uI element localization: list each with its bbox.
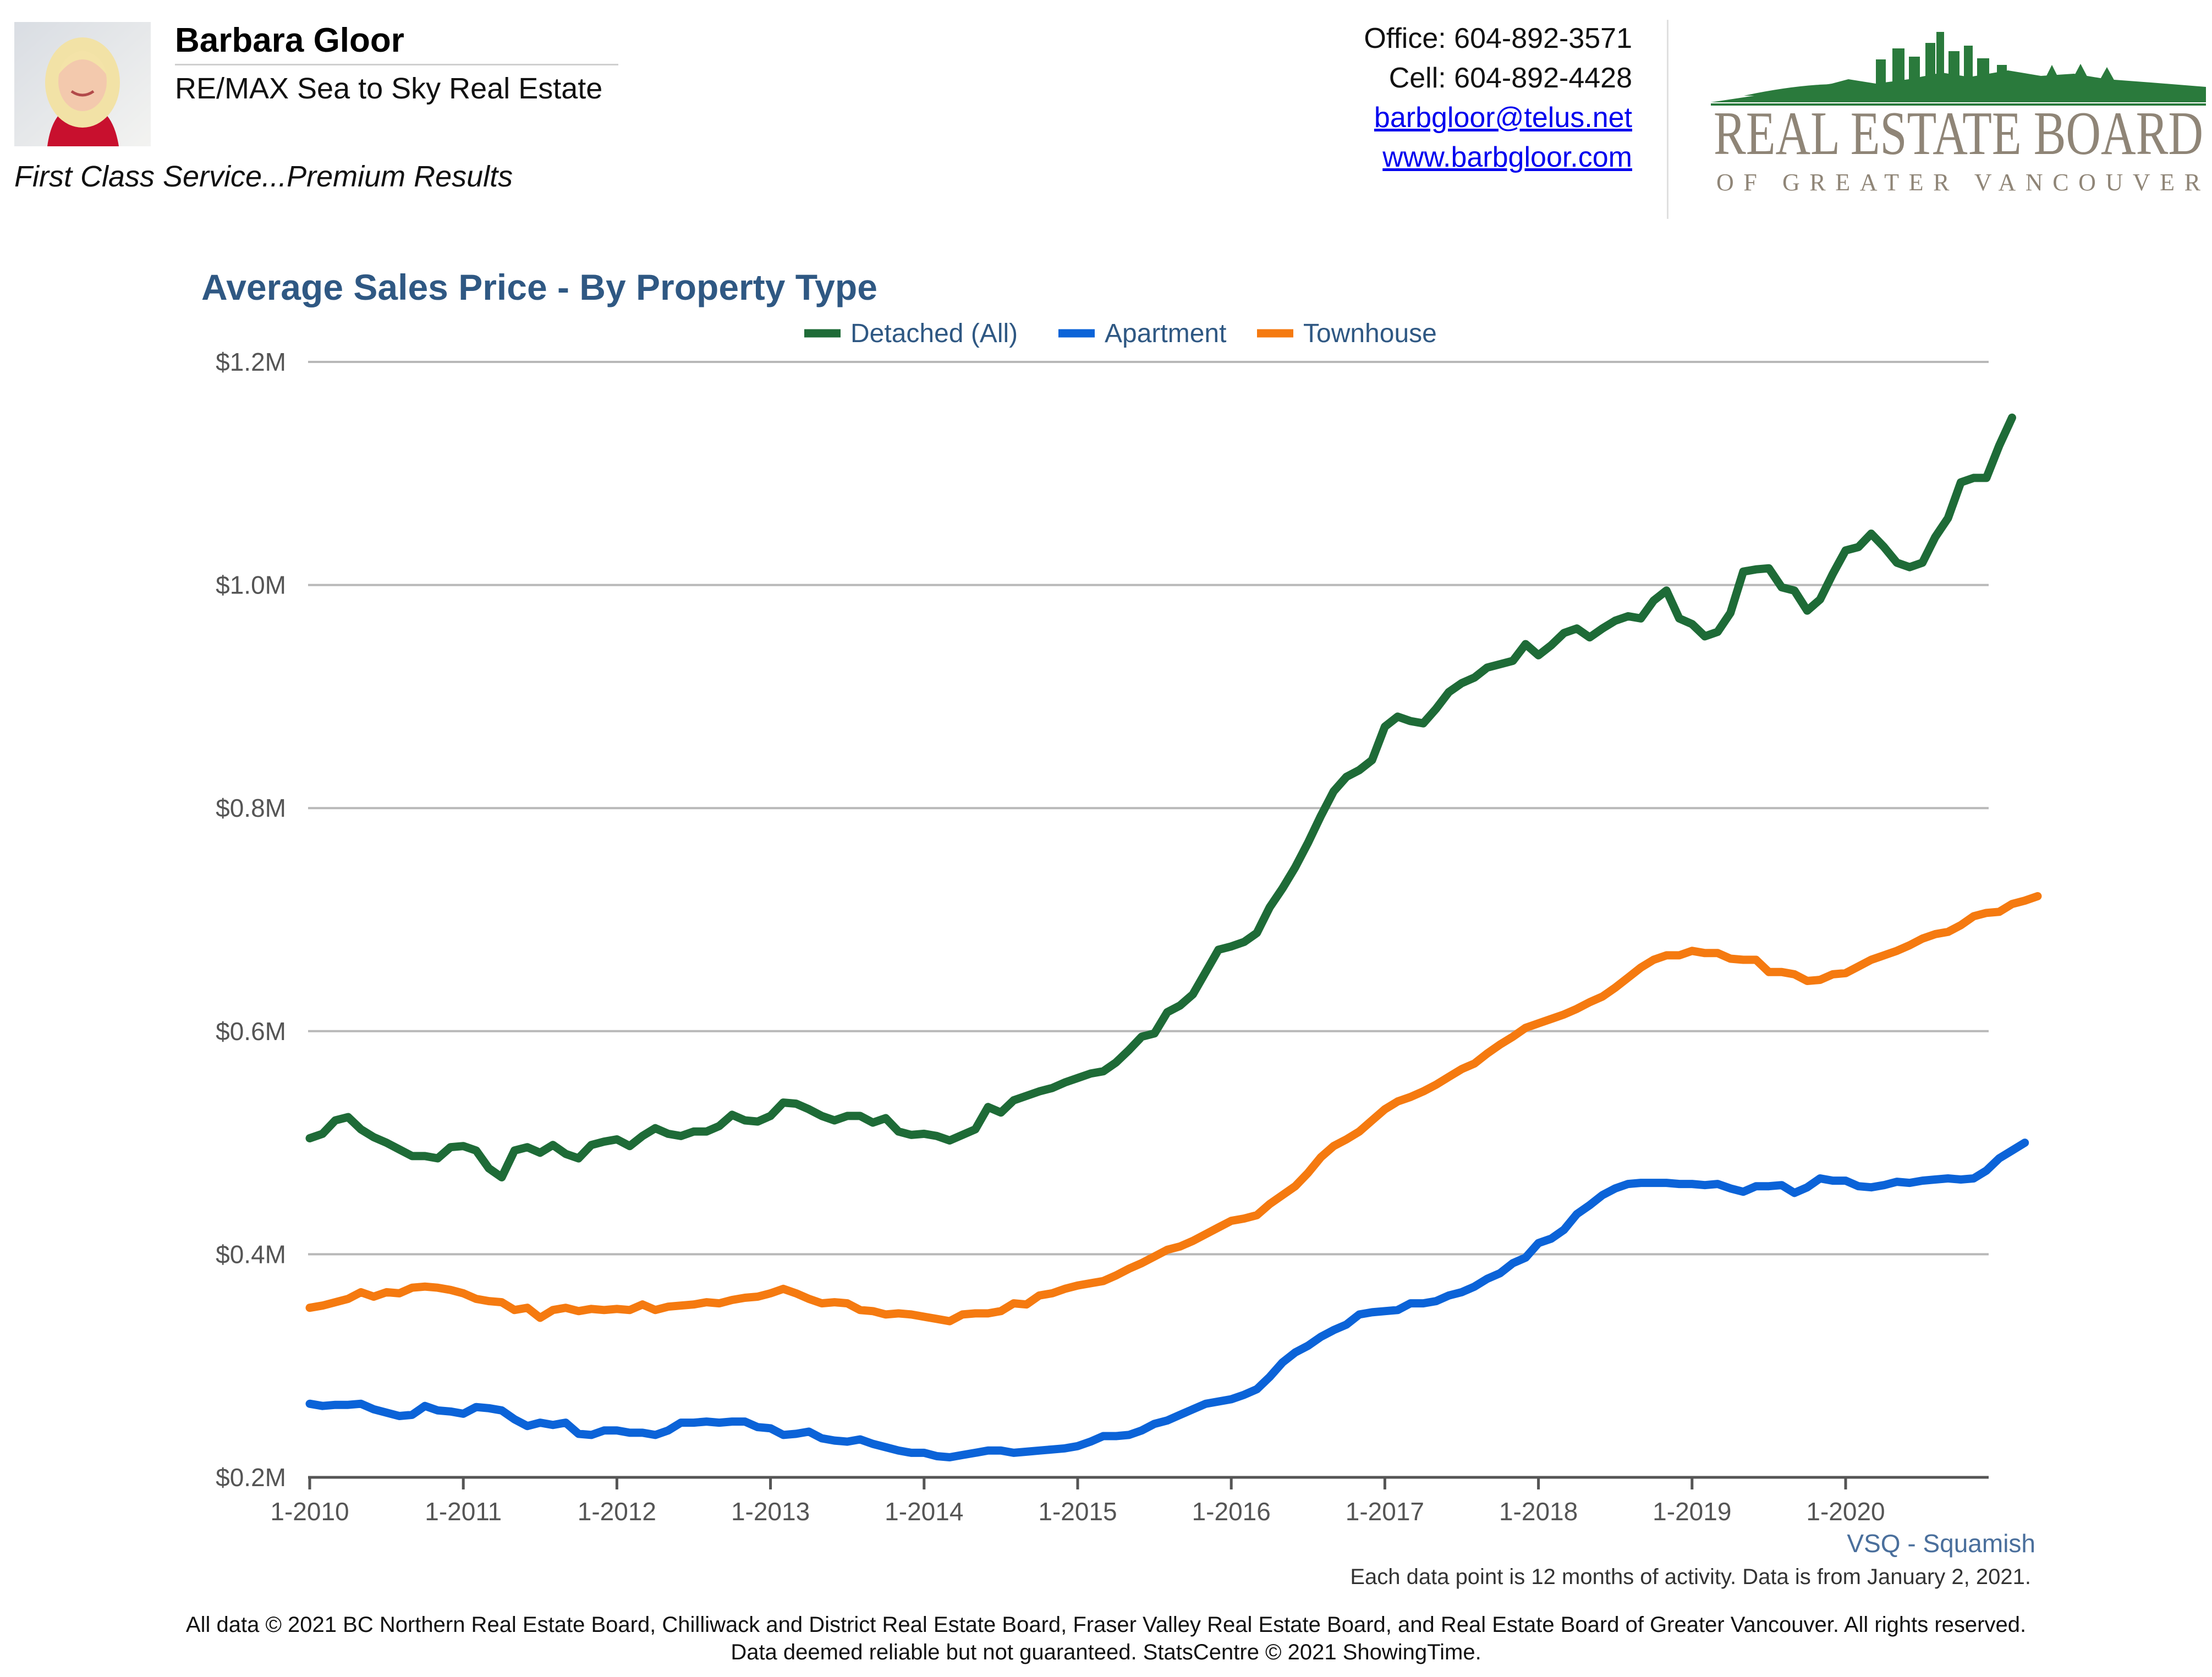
y-tick-label: $0.4M bbox=[216, 1240, 286, 1268]
series-line-apartment bbox=[305, 1139, 2029, 1461]
website-link[interactable]: www.barbgloor.com bbox=[1382, 141, 1632, 173]
y-tick-label: $0.6M bbox=[216, 1017, 286, 1046]
email-link[interactable]: barbgloor@telus.net bbox=[1374, 102, 1632, 134]
header-divider bbox=[1667, 20, 1668, 219]
x-tick-label: 1-2017 bbox=[1346, 1497, 1424, 1526]
x-tick-label: 1-2012 bbox=[578, 1497, 656, 1526]
series-line-townhouse bbox=[305, 892, 2042, 1326]
agent-name: Barbara Gloor bbox=[175, 21, 404, 59]
x-tick-label: 1-2019 bbox=[1653, 1497, 1731, 1526]
x-tick-label: 1-2013 bbox=[731, 1497, 810, 1526]
logo-sub-text: OF GREATER VANCOUVER bbox=[1716, 169, 2201, 196]
y-tick-label: $1.0M bbox=[216, 571, 286, 600]
logo-main-text: REAL ESTATE BOARD bbox=[1714, 100, 2203, 168]
x-tick-label: 1-2016 bbox=[1192, 1497, 1271, 1526]
data-note: Each data point is 12 months of activity… bbox=[1350, 1565, 2031, 1589]
x-tick-label: 1-2014 bbox=[885, 1497, 963, 1526]
legend-label: Apartment bbox=[1105, 319, 1226, 348]
x-tick-label: 1-2020 bbox=[1806, 1497, 1885, 1526]
series-line-detached-all bbox=[305, 413, 2016, 1181]
copyright-text: All data © 2021 BC Northern Real Estate … bbox=[185, 1613, 2027, 1637]
y-tick-label: $1.2M bbox=[216, 348, 286, 376]
x-tick-label: 1-2011 bbox=[425, 1497, 502, 1526]
x-tick-label: 1-2010 bbox=[270, 1497, 349, 1526]
agent-tagline: First Class Service...Premium Results bbox=[14, 160, 513, 193]
agent-photo bbox=[14, 22, 151, 146]
y-tick-label: $0.8M bbox=[216, 794, 286, 822]
x-tick-label: 1-2015 bbox=[1038, 1497, 1117, 1526]
x-tick-label: 1-2018 bbox=[1499, 1497, 1578, 1526]
legend-label: Detached (All) bbox=[850, 319, 1018, 348]
y-tick-label: $0.2M bbox=[216, 1463, 286, 1492]
reliability-text: Data deemed reliable but not guaranteed.… bbox=[731, 1640, 1481, 1664]
contact-office: Office: 604-892-3571 bbox=[1364, 23, 1632, 54]
legend-label: Townhouse bbox=[1303, 319, 1437, 348]
real-estate-board-logo: REAL ESTATE BOARD OF GREATER VANCOUVER bbox=[1711, 26, 2206, 208]
contact-cell: Cell: 604-892-4428 bbox=[1388, 62, 1632, 94]
skyline-icon bbox=[1711, 32, 2206, 102]
location-label: VSQ - Squamish bbox=[1847, 1529, 2035, 1558]
chart-title: Average Sales Price - By Property Type bbox=[201, 267, 877, 307]
name-divider bbox=[175, 64, 618, 65]
agent-company: RE/MAX Sea to Sky Real Estate bbox=[175, 72, 603, 105]
